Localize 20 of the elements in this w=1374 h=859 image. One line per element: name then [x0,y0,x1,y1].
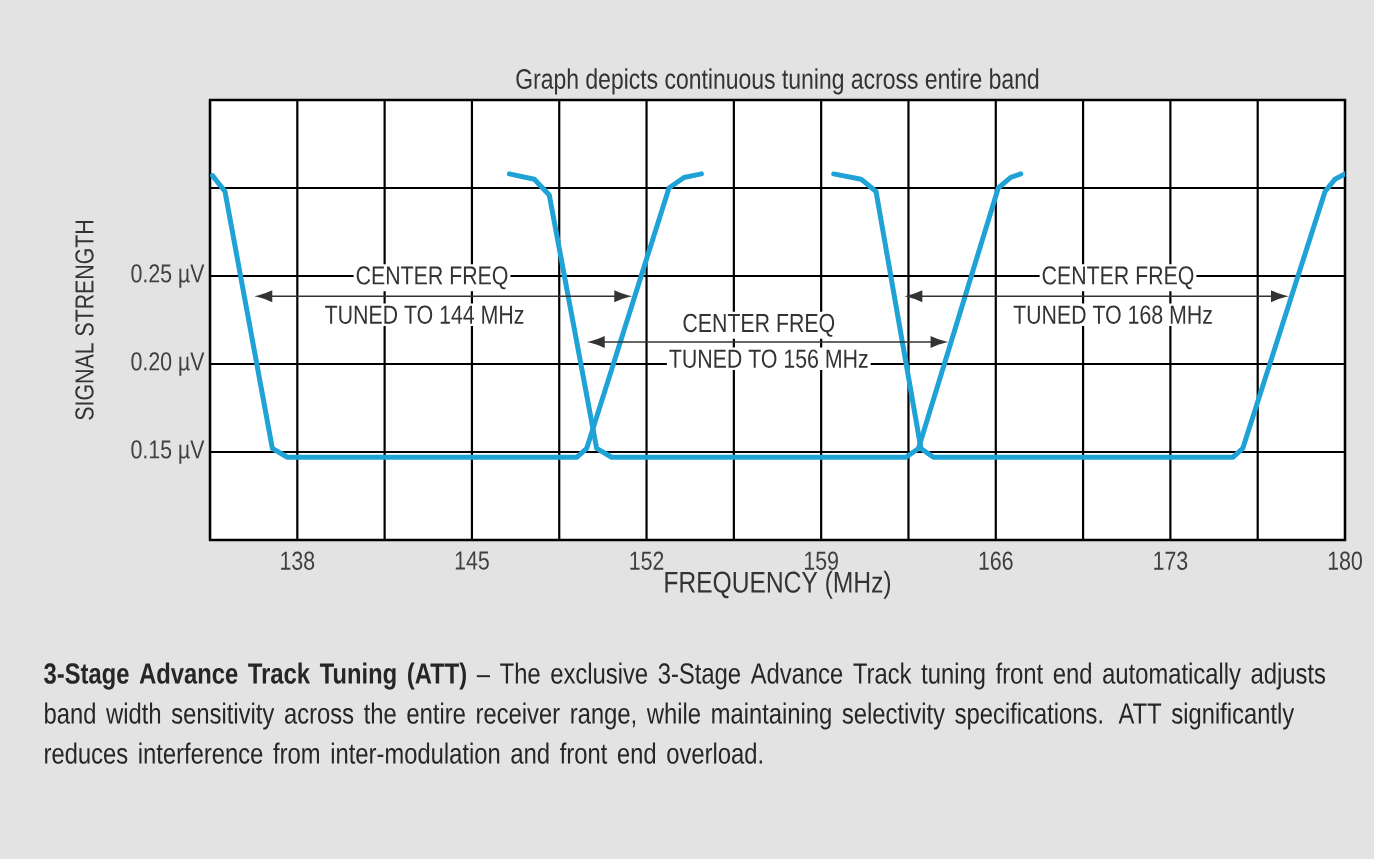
y-tick-label: 0.25 µV [131,264,205,288]
x-tick-label: 152 [630,551,664,570]
y-tick-label: 0.15 µV [131,440,205,464]
x-tick-label: 138 [281,551,315,570]
x-axis-title: FREQUENCY (MHz) [665,570,891,599]
annotation: TUNED TO 156 MHz [669,349,868,368]
annotation: TUNED TO 168 MHz [1013,305,1212,324]
annotation: CENTER FREQ [1042,266,1194,290]
annotation: CENTER FREQ [683,313,835,337]
x-tick-label: 159 [805,551,838,570]
text: 3-Stage Advance Track Tuning (ATT) – The exclusive 3-Stage Advance Track tuning front end automatically adjusts band width sensitivity across the entire receiver range, while maintaining selectivity specifications. ATT significantly reduces interference from inter-modulation and front end overload. [44,662,1326,764]
chart-title: Graph depicts continuous tuning across entire band [516,68,1039,95]
x-tick-label: 145 [455,551,489,570]
x-tick-label: 180 [1328,551,1362,570]
y-tick-label: 0.20 µV [131,352,205,376]
annotation: TUNED TO 144 MHz [325,305,524,324]
x-tick-label: 166 [979,551,1013,570]
y-axis-title: SIGNAL STRENGTH [75,221,94,420]
x-tick-label: 173 [1154,551,1188,570]
annotation: CENTER FREQ [356,266,508,290]
